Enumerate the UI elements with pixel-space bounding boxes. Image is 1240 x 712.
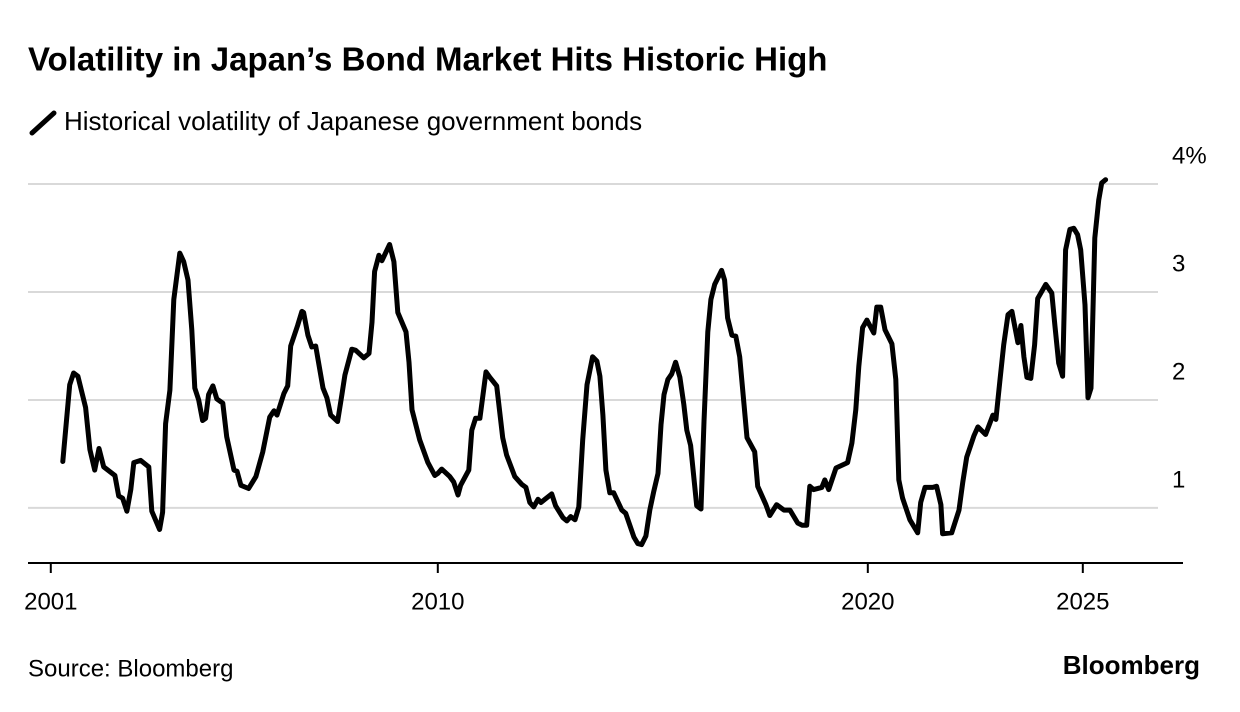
x-tick-label: 2010 <box>411 588 464 615</box>
x-tick-label: 2001 <box>24 588 77 615</box>
y-tick-label: 4% <box>1172 142 1207 169</box>
legend-icon <box>29 110 57 136</box>
legend-label: Historical volatility of Japanese govern… <box>64 106 642 136</box>
y-tick-label: 3 <box>1172 250 1185 277</box>
line-series <box>60 177 1109 548</box>
x-tick-label: 2020 <box>841 588 894 615</box>
chart-title: Volatility in Japan’s Bond Market Hits H… <box>28 41 827 78</box>
y-tick-label: 1 <box>1172 466 1185 493</box>
y-tick-label: 2 <box>1172 358 1185 385</box>
source: Source: Bloomberg <box>28 655 233 682</box>
brand: Bloomberg <box>1063 650 1200 680</box>
x-tick-label: 2025 <box>1056 588 1109 615</box>
